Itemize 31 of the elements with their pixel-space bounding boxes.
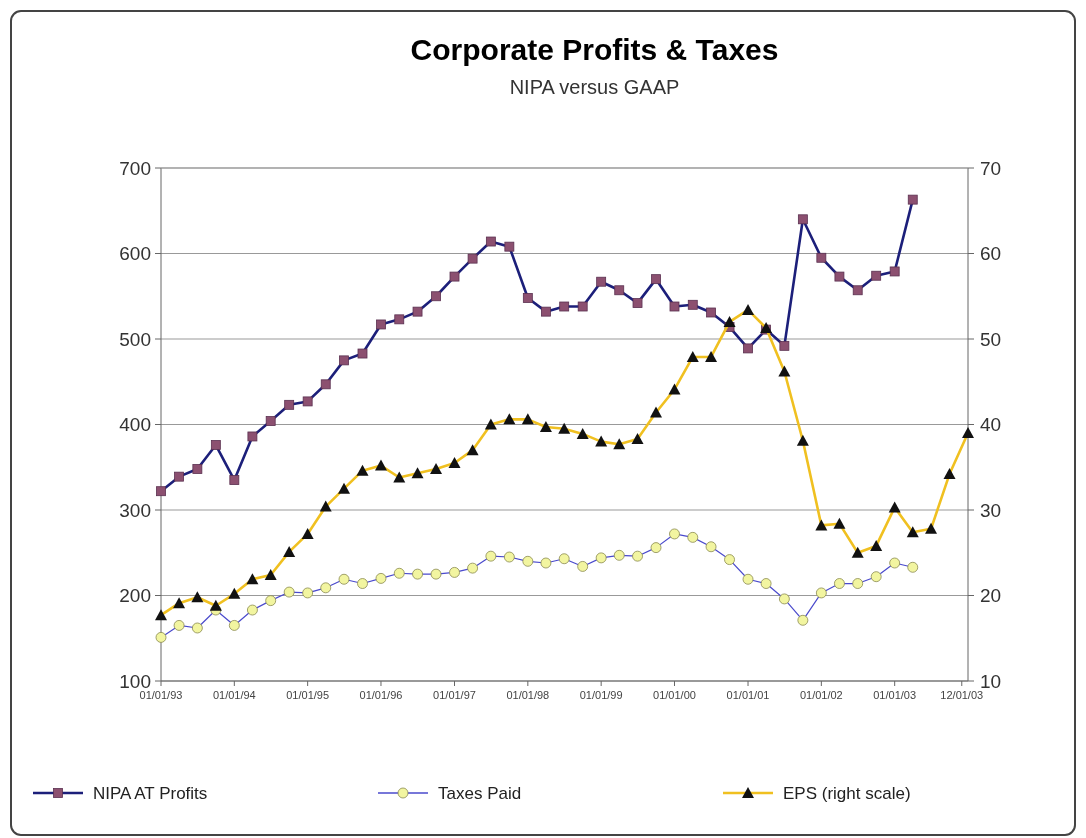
- legend-label: NIPA AT Profits: [93, 783, 208, 803]
- legend-label: Taxes Paid: [438, 783, 522, 803]
- x-tick-label: 01/01/95: [286, 689, 330, 701]
- y-tick-label: 100: [119, 670, 151, 692]
- x-tick-label: 01/01/97: [433, 689, 476, 701]
- x-tick-label: 12/01/03: [940, 689, 984, 701]
- chart-title: Corporate Profits & Taxes: [410, 33, 779, 66]
- y2-tick-label: 70: [980, 157, 1002, 179]
- x-tick-label: 01/01/01: [726, 689, 770, 701]
- y-tick-label: 200: [119, 585, 151, 607]
- y2-tick-label: 40: [980, 414, 1002, 436]
- x-tick-label: 01/01/00: [653, 689, 696, 701]
- x-tick-label: 01/01/02: [799, 689, 843, 701]
- y-tick-label: 300: [119, 499, 151, 521]
- x-tick-label: 01/01/99: [579, 689, 623, 701]
- y2-tick-label: 30: [980, 499, 1002, 521]
- y-tick-label: 400: [119, 414, 151, 436]
- chart-subtitle: NIPA versus GAAP: [509, 76, 680, 98]
- x-tick-label: 01/01/94: [212, 689, 256, 701]
- x-tick-label: 01/01/03: [873, 689, 917, 701]
- y2-tick-label: 10: [980, 670, 1002, 692]
- x-tick-label: 01/01/96: [359, 689, 403, 701]
- y-tick-label: 700: [119, 157, 151, 179]
- x-tick-label: 01/01/98: [506, 689, 550, 701]
- y2-tick-label: 60: [980, 243, 1002, 265]
- y-tick-label: 500: [119, 328, 151, 350]
- legend-label: EPS (right scale): [783, 783, 911, 803]
- y2-tick-label: 20: [980, 585, 1002, 607]
- y-tick-label: 600: [119, 243, 151, 265]
- y2-tick-label: 50: [980, 328, 1002, 350]
- x-tick-label: 01/01/93: [139, 689, 183, 701]
